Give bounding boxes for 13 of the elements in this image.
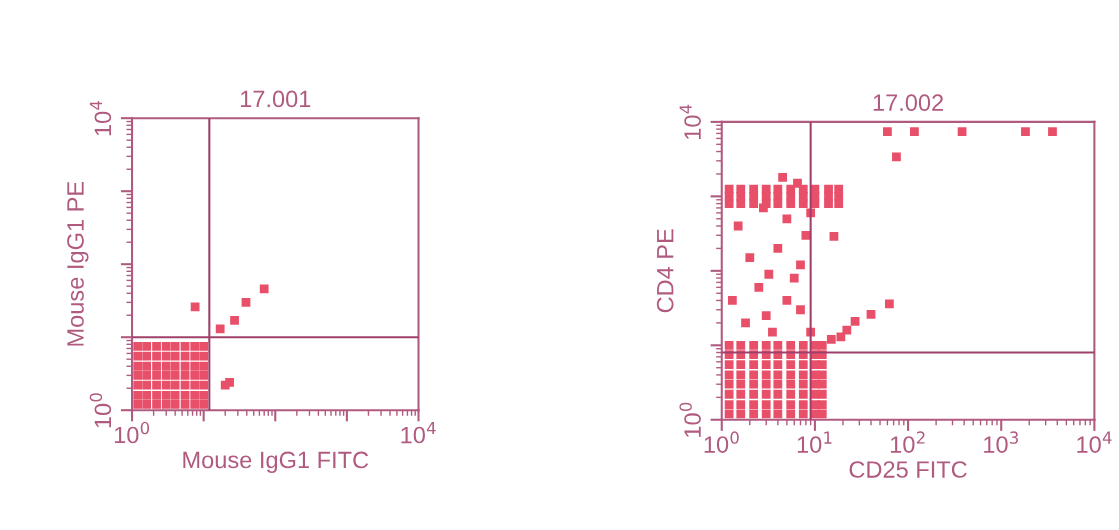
x-axis-title: CD25 FITC bbox=[849, 461, 967, 478]
x-tick-label: 10$^{4}$ bbox=[401, 422, 436, 444]
x-tick-label: 10$^{2}$ bbox=[890, 431, 925, 453]
chart-title: 17.002 bbox=[873, 94, 943, 112]
x-tick-label: 10$^{3}$ bbox=[984, 431, 1019, 453]
chart-title: 17.001 bbox=[240, 90, 311, 108]
y-axis-title: CD4 PE bbox=[656, 229, 674, 313]
x-tick-label: 10$^{0}$ bbox=[704, 431, 739, 453]
x-tick-label: 10$^{4}$ bbox=[1077, 431, 1112, 453]
x-tick-label: 10$^{0}$ bbox=[114, 421, 150, 444]
y-axis-title: Mouse IgG1 PE bbox=[67, 181, 89, 346]
x-tick-label: 10$^{1}$ bbox=[797, 431, 832, 453]
x-axis-title: Mouse IgG1 FITC bbox=[183, 451, 369, 473]
